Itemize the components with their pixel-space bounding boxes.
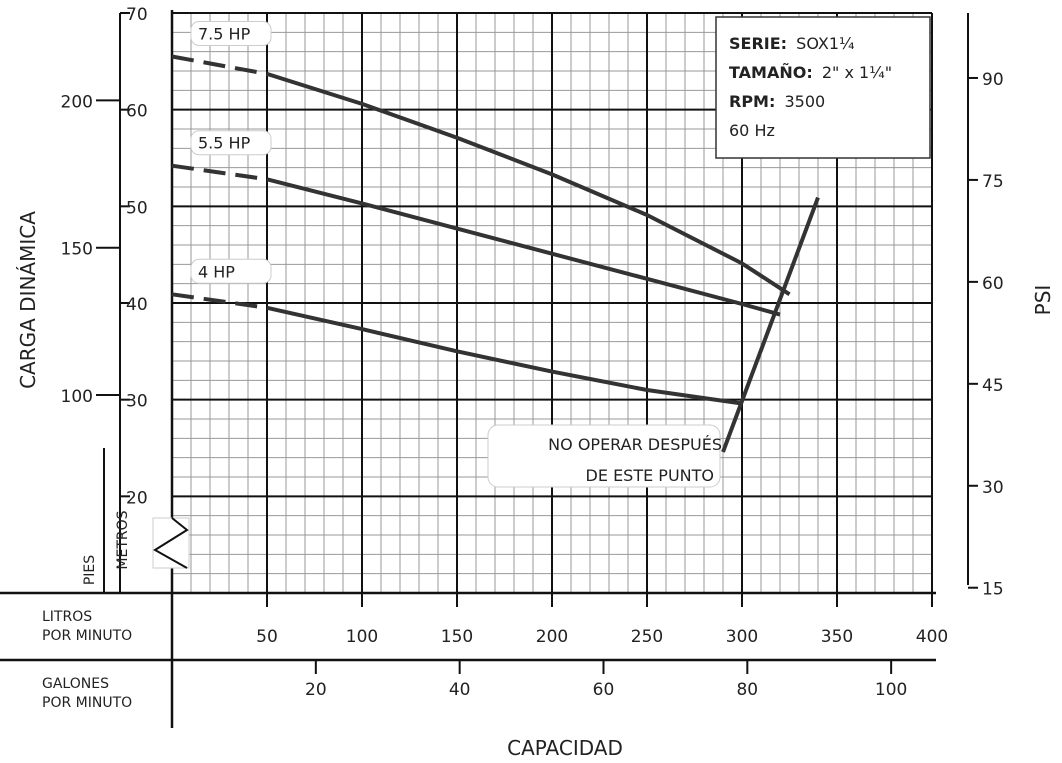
curve-label-bg bbox=[190, 21, 272, 46]
svg-text:RPM: 3500: RPM: 3500 bbox=[729, 92, 825, 111]
psi-tick-label: 75 bbox=[982, 172, 1004, 192]
psi-tick-label: 60 bbox=[982, 274, 1004, 294]
tamano-label: TAMAÑO: bbox=[729, 63, 813, 82]
metros-tick-label: 30 bbox=[126, 392, 148, 412]
limit-line bbox=[721, 196, 820, 453]
serie-label: SERIE: bbox=[729, 34, 787, 53]
curve-label-bg bbox=[190, 258, 272, 284]
pies-axis-label: PIES bbox=[82, 555, 98, 585]
curve-55hp bbox=[266, 177, 781, 317]
psi-tick-label: 30 bbox=[982, 478, 1004, 498]
x-axis-title: CAPACIDAD bbox=[507, 736, 623, 760]
psi-tick-label: 90 bbox=[982, 70, 1004, 90]
lpm-tick-label: 50 bbox=[256, 627, 278, 647]
curve-label: 5.5 HP bbox=[198, 134, 251, 153]
y-axis-title: CARGA DINÁMICA bbox=[16, 211, 40, 389]
curve-label: 7.5 HP bbox=[198, 25, 251, 44]
lpm-axis-label: POR MINUTO bbox=[42, 628, 132, 644]
rpm-value: 3500 bbox=[784, 92, 825, 111]
frequency-text: 60 Hz bbox=[729, 121, 775, 140]
pies-tick-label: 100 bbox=[61, 387, 93, 407]
axis-break-icon bbox=[153, 517, 189, 569]
lpm-tick-label: 150 bbox=[441, 627, 473, 647]
curve-75hp-dashed bbox=[171, 54, 268, 76]
lpm-tick-label: 250 bbox=[631, 627, 663, 647]
metros-tick-label: 20 bbox=[126, 488, 148, 508]
gpm-axis-label: POR MINUTO bbox=[42, 695, 132, 711]
curve-4hp-dashed bbox=[171, 292, 268, 310]
metros-tick-label: 60 bbox=[126, 102, 148, 122]
metros-tick-label: 50 bbox=[126, 198, 148, 218]
gpm-tick-label: 20 bbox=[305, 680, 327, 700]
tamano-value: 2" x 1¼" bbox=[822, 63, 892, 82]
rpm-label: RPM: bbox=[729, 92, 775, 111]
axes bbox=[0, 10, 978, 728]
curve-75hp bbox=[266, 71, 791, 296]
lpm-axis-label: LITROS bbox=[42, 609, 92, 625]
labels: 20 30 40 50 60 70 100 150 200 PIES METROS 15 30 45 60 7… bbox=[42, 5, 1004, 711]
curve-label: 4 HP bbox=[198, 262, 235, 281]
lpm-tick-label: 350 bbox=[821, 627, 853, 647]
gpm-tick-label: 80 bbox=[736, 680, 758, 700]
lpm-tick-label: 400 bbox=[916, 627, 948, 647]
gpm-tick-label: 100 bbox=[875, 680, 907, 700]
gpm-tick-label: 60 bbox=[593, 680, 615, 700]
lpm-tick-label: 100 bbox=[346, 627, 378, 647]
curves bbox=[171, 54, 820, 453]
serie-value: SOX1¼ bbox=[796, 34, 854, 53]
curve-label-bg bbox=[190, 130, 272, 156]
gpm-axis-label: GALONES bbox=[42, 676, 109, 692]
limit-label-bg bbox=[487, 424, 721, 488]
pies-tick-label: 200 bbox=[61, 92, 93, 112]
y2-axis-title: PSI bbox=[1031, 285, 1055, 316]
gpm-tick-label: 40 bbox=[449, 680, 471, 700]
metros-tick-label: 70 bbox=[126, 5, 148, 25]
svg-text:SERIE: SOX1¼: SERIE: SOX1¼ bbox=[729, 34, 855, 53]
svg-text:TAMAÑO: 2" x 1¼": TAMAÑO: 2" x 1¼" bbox=[729, 63, 892, 82]
pies-tick-label: 150 bbox=[61, 240, 93, 260]
metros-axis-label: METROS bbox=[115, 510, 131, 569]
curve-4hp bbox=[266, 305, 743, 406]
axis-break-box bbox=[152, 517, 190, 569]
metros-tick-label: 40 bbox=[126, 295, 148, 315]
limit-label: NO OPERAR DESPUÉS bbox=[548, 435, 722, 454]
info-box: SERIE: SOX1¼ TAMAÑO: 2" x 1¼" RPM: 3500 … bbox=[715, 16, 931, 159]
curve-55hp-dashed bbox=[171, 163, 268, 182]
psi-tick-label: 15 bbox=[982, 580, 1004, 600]
lpm-tick-label: 300 bbox=[726, 627, 758, 647]
lpm-tick-label: 200 bbox=[536, 627, 568, 647]
limit-label: DE ESTE PUNTO bbox=[586, 466, 714, 485]
psi-tick-label: 45 bbox=[982, 376, 1004, 396]
